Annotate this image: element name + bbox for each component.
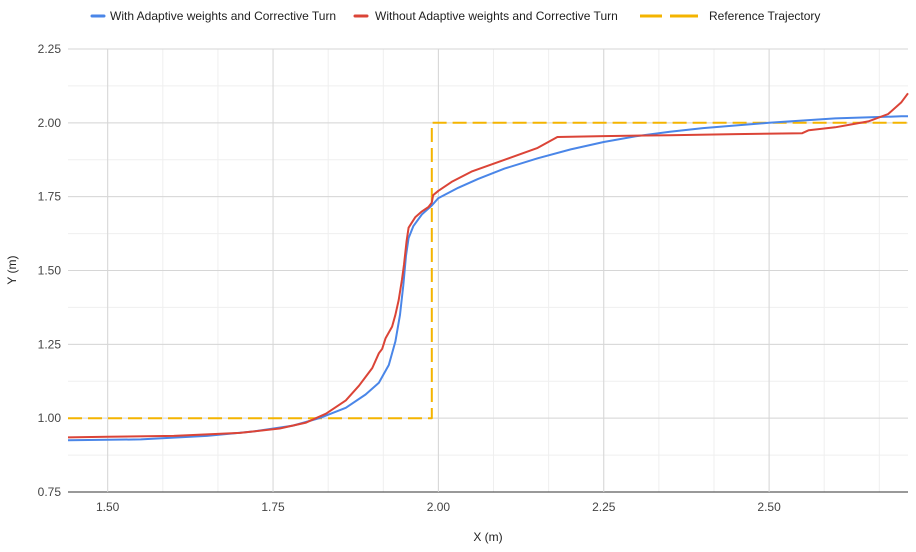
- series-line-2: [67, 92, 909, 439]
- series-lines: [67, 92, 909, 442]
- legend: With Adaptive weights and Corrective Tur…: [90, 9, 820, 23]
- y-tick-label: 1.00: [38, 411, 62, 425]
- legend-label: Without Adaptive weights and Corrective …: [375, 9, 618, 23]
- legend-label: With Adaptive weights and Corrective Tur…: [110, 9, 336, 23]
- x-tick-label: 2.50: [757, 500, 781, 514]
- x-tick-label: 1.50: [96, 500, 120, 514]
- x-tick-label: 2.25: [592, 500, 616, 514]
- y-tick-label: 2.25: [38, 42, 62, 56]
- legend-label: Reference Trajectory: [709, 9, 820, 23]
- y-tick-labels: 0.75 1.00 1.25 1.50 1.75 2.00 2.25: [38, 42, 62, 499]
- y-axis-title: Y (m): [5, 255, 19, 284]
- y-tick-label: 0.75: [38, 485, 62, 499]
- x-axis-title: X (m): [473, 530, 502, 544]
- series-line-3: [68, 121, 908, 420]
- x-tick-label: 1.75: [261, 500, 285, 514]
- y-tick-label: 1.75: [38, 190, 62, 204]
- x-tick-label: 2.00: [427, 500, 451, 514]
- x-tick-labels: 1.50 1.75 2.00 2.25 2.50: [96, 500, 781, 514]
- y-tick-label: 1.25: [38, 337, 62, 351]
- grid-major: [68, 48, 908, 493]
- y-tick-label: 1.50: [38, 264, 62, 278]
- y-tick-label: 2.00: [38, 116, 62, 130]
- series-line-1: [67, 115, 908, 442]
